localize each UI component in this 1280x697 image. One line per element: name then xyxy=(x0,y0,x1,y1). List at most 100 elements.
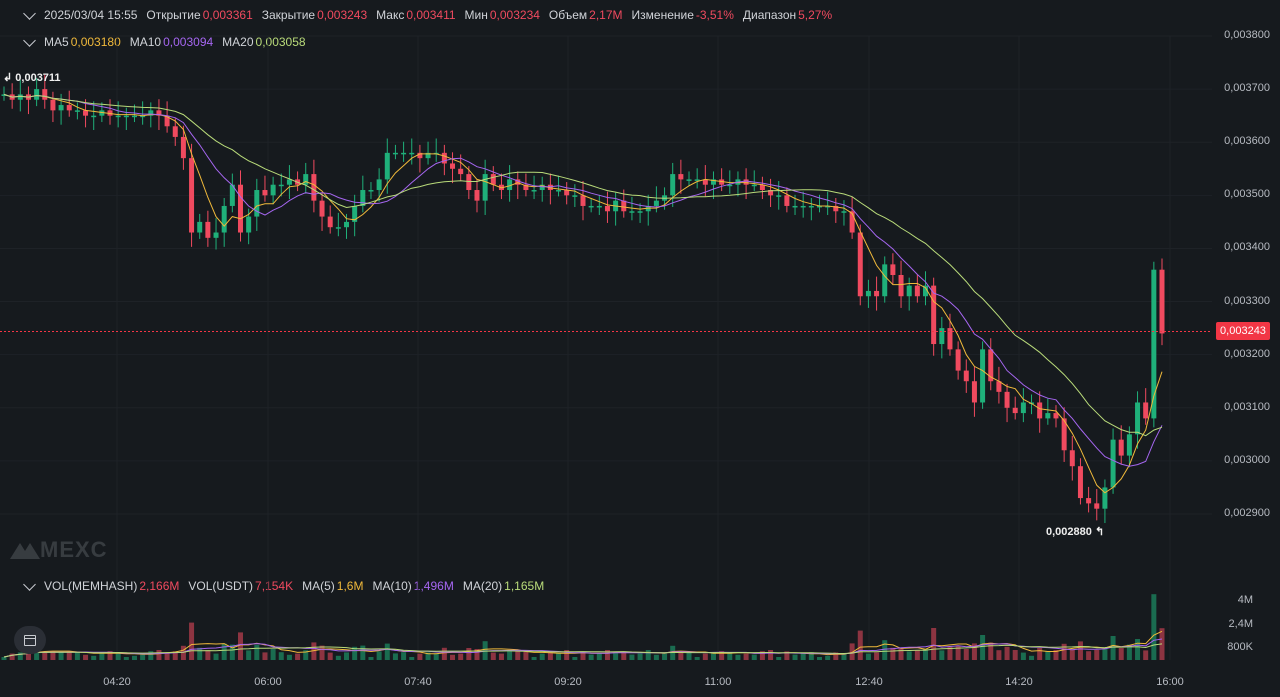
candle-body xyxy=(360,190,366,206)
volume-bar xyxy=(923,649,929,660)
candle-body xyxy=(556,190,562,192)
volume-bar xyxy=(1126,644,1132,660)
current-price-badge: 0,003243 xyxy=(1216,322,1270,340)
volume-bar xyxy=(9,653,15,660)
high-annotation-value: 0,003711 xyxy=(15,72,61,84)
price-tick: 0,003500 xyxy=(1224,188,1270,201)
candle-body xyxy=(588,205,594,208)
volume-bar xyxy=(376,651,382,660)
candle-body xyxy=(42,89,48,100)
volume-bar xyxy=(1077,641,1083,660)
volume-bar xyxy=(776,657,782,660)
candle-body xyxy=(1151,269,1157,419)
volume-bar xyxy=(604,650,610,660)
candle-body xyxy=(939,328,945,345)
volume-bar xyxy=(629,654,635,660)
candle-body xyxy=(286,179,292,185)
volume-bar xyxy=(205,650,211,660)
volume-bar xyxy=(882,640,888,660)
candle-body xyxy=(213,232,219,238)
candle-body xyxy=(466,174,472,191)
price-tick: 0,003600 xyxy=(1224,135,1270,148)
candle-body xyxy=(384,152,390,180)
vol-usdt-value: 7,154K xyxy=(255,579,294,593)
volume-bar xyxy=(278,652,284,660)
volume-bar xyxy=(1045,651,1051,660)
volume-bar xyxy=(229,644,235,660)
candle-body xyxy=(784,195,790,206)
candle-body xyxy=(645,205,651,212)
volume-bar xyxy=(931,628,937,660)
candle-body xyxy=(980,349,986,403)
candle-body xyxy=(237,184,243,233)
volume-bar xyxy=(1143,650,1149,660)
volume-bar xyxy=(547,652,553,660)
volume-bar xyxy=(237,632,243,660)
vol-ma10-label: MA(10) xyxy=(372,579,412,593)
candle-body xyxy=(392,152,398,155)
candle-body xyxy=(833,205,839,212)
low-annotation-value: 0,002880 xyxy=(1046,526,1092,538)
volume-bar xyxy=(254,644,260,660)
price-tick: 0,003800 xyxy=(1224,29,1270,41)
volume-bar xyxy=(384,643,390,660)
volume-bar xyxy=(83,654,89,660)
candle-body xyxy=(808,205,814,208)
volume-bar xyxy=(702,653,708,660)
volume-bar xyxy=(971,643,977,660)
volume-bar xyxy=(34,647,40,660)
calendar-button[interactable] xyxy=(14,626,46,654)
volume-bar xyxy=(678,651,684,660)
volume-bar xyxy=(1061,643,1067,660)
volume-bar xyxy=(572,657,578,660)
candle-body xyxy=(507,179,513,191)
candle-body xyxy=(91,115,97,118)
candle-body xyxy=(458,168,464,175)
volume-bar xyxy=(800,653,806,660)
close-value: 0,003243 xyxy=(317,8,368,22)
candle-body xyxy=(50,99,56,111)
candle-body xyxy=(376,179,382,191)
candle-body xyxy=(898,275,904,297)
open-value: 0,003361 xyxy=(202,8,253,22)
candle-body xyxy=(58,105,64,111)
candle-body xyxy=(1159,269,1165,334)
candle-body xyxy=(474,190,480,201)
volume-bar xyxy=(360,645,366,660)
candle-body xyxy=(547,184,553,191)
candle-body xyxy=(205,221,211,238)
volume-bar xyxy=(637,653,643,660)
volume-tick: 4M xyxy=(1237,594,1253,606)
volume-bar xyxy=(564,650,570,660)
volume-bar xyxy=(890,647,896,660)
candle-body xyxy=(262,190,268,196)
watermark-text: MEXC xyxy=(40,537,108,562)
volume-bars xyxy=(1,594,1165,660)
volume-bar xyxy=(768,650,774,660)
ma5-value: 0,003180 xyxy=(70,35,121,49)
candle-body xyxy=(1086,498,1092,504)
time-tick: 04:20 xyxy=(103,676,131,688)
candle-body xyxy=(1135,402,1141,435)
volume-bar xyxy=(1037,648,1043,660)
candle-body xyxy=(34,89,40,100)
candle-body xyxy=(74,110,80,112)
vol-usdt-label: VOL(USDT) xyxy=(188,579,254,593)
volume-bar xyxy=(344,652,350,660)
calendar-icon xyxy=(24,634,36,646)
volume-bar xyxy=(172,651,178,660)
candle-body xyxy=(140,115,146,118)
candle-body xyxy=(906,285,912,297)
vol-ma10-value: 1,496M xyxy=(413,579,454,593)
candle-body xyxy=(1020,402,1026,414)
candle-body xyxy=(164,115,170,127)
candle-body xyxy=(996,381,1002,392)
candle-body xyxy=(441,152,447,164)
candle-body xyxy=(450,163,456,169)
candle-body xyxy=(1037,402,1043,419)
volume-label: Объем xyxy=(548,8,588,22)
volume-bar xyxy=(91,655,97,660)
candle-body xyxy=(148,110,154,116)
volume-bar xyxy=(857,630,863,660)
